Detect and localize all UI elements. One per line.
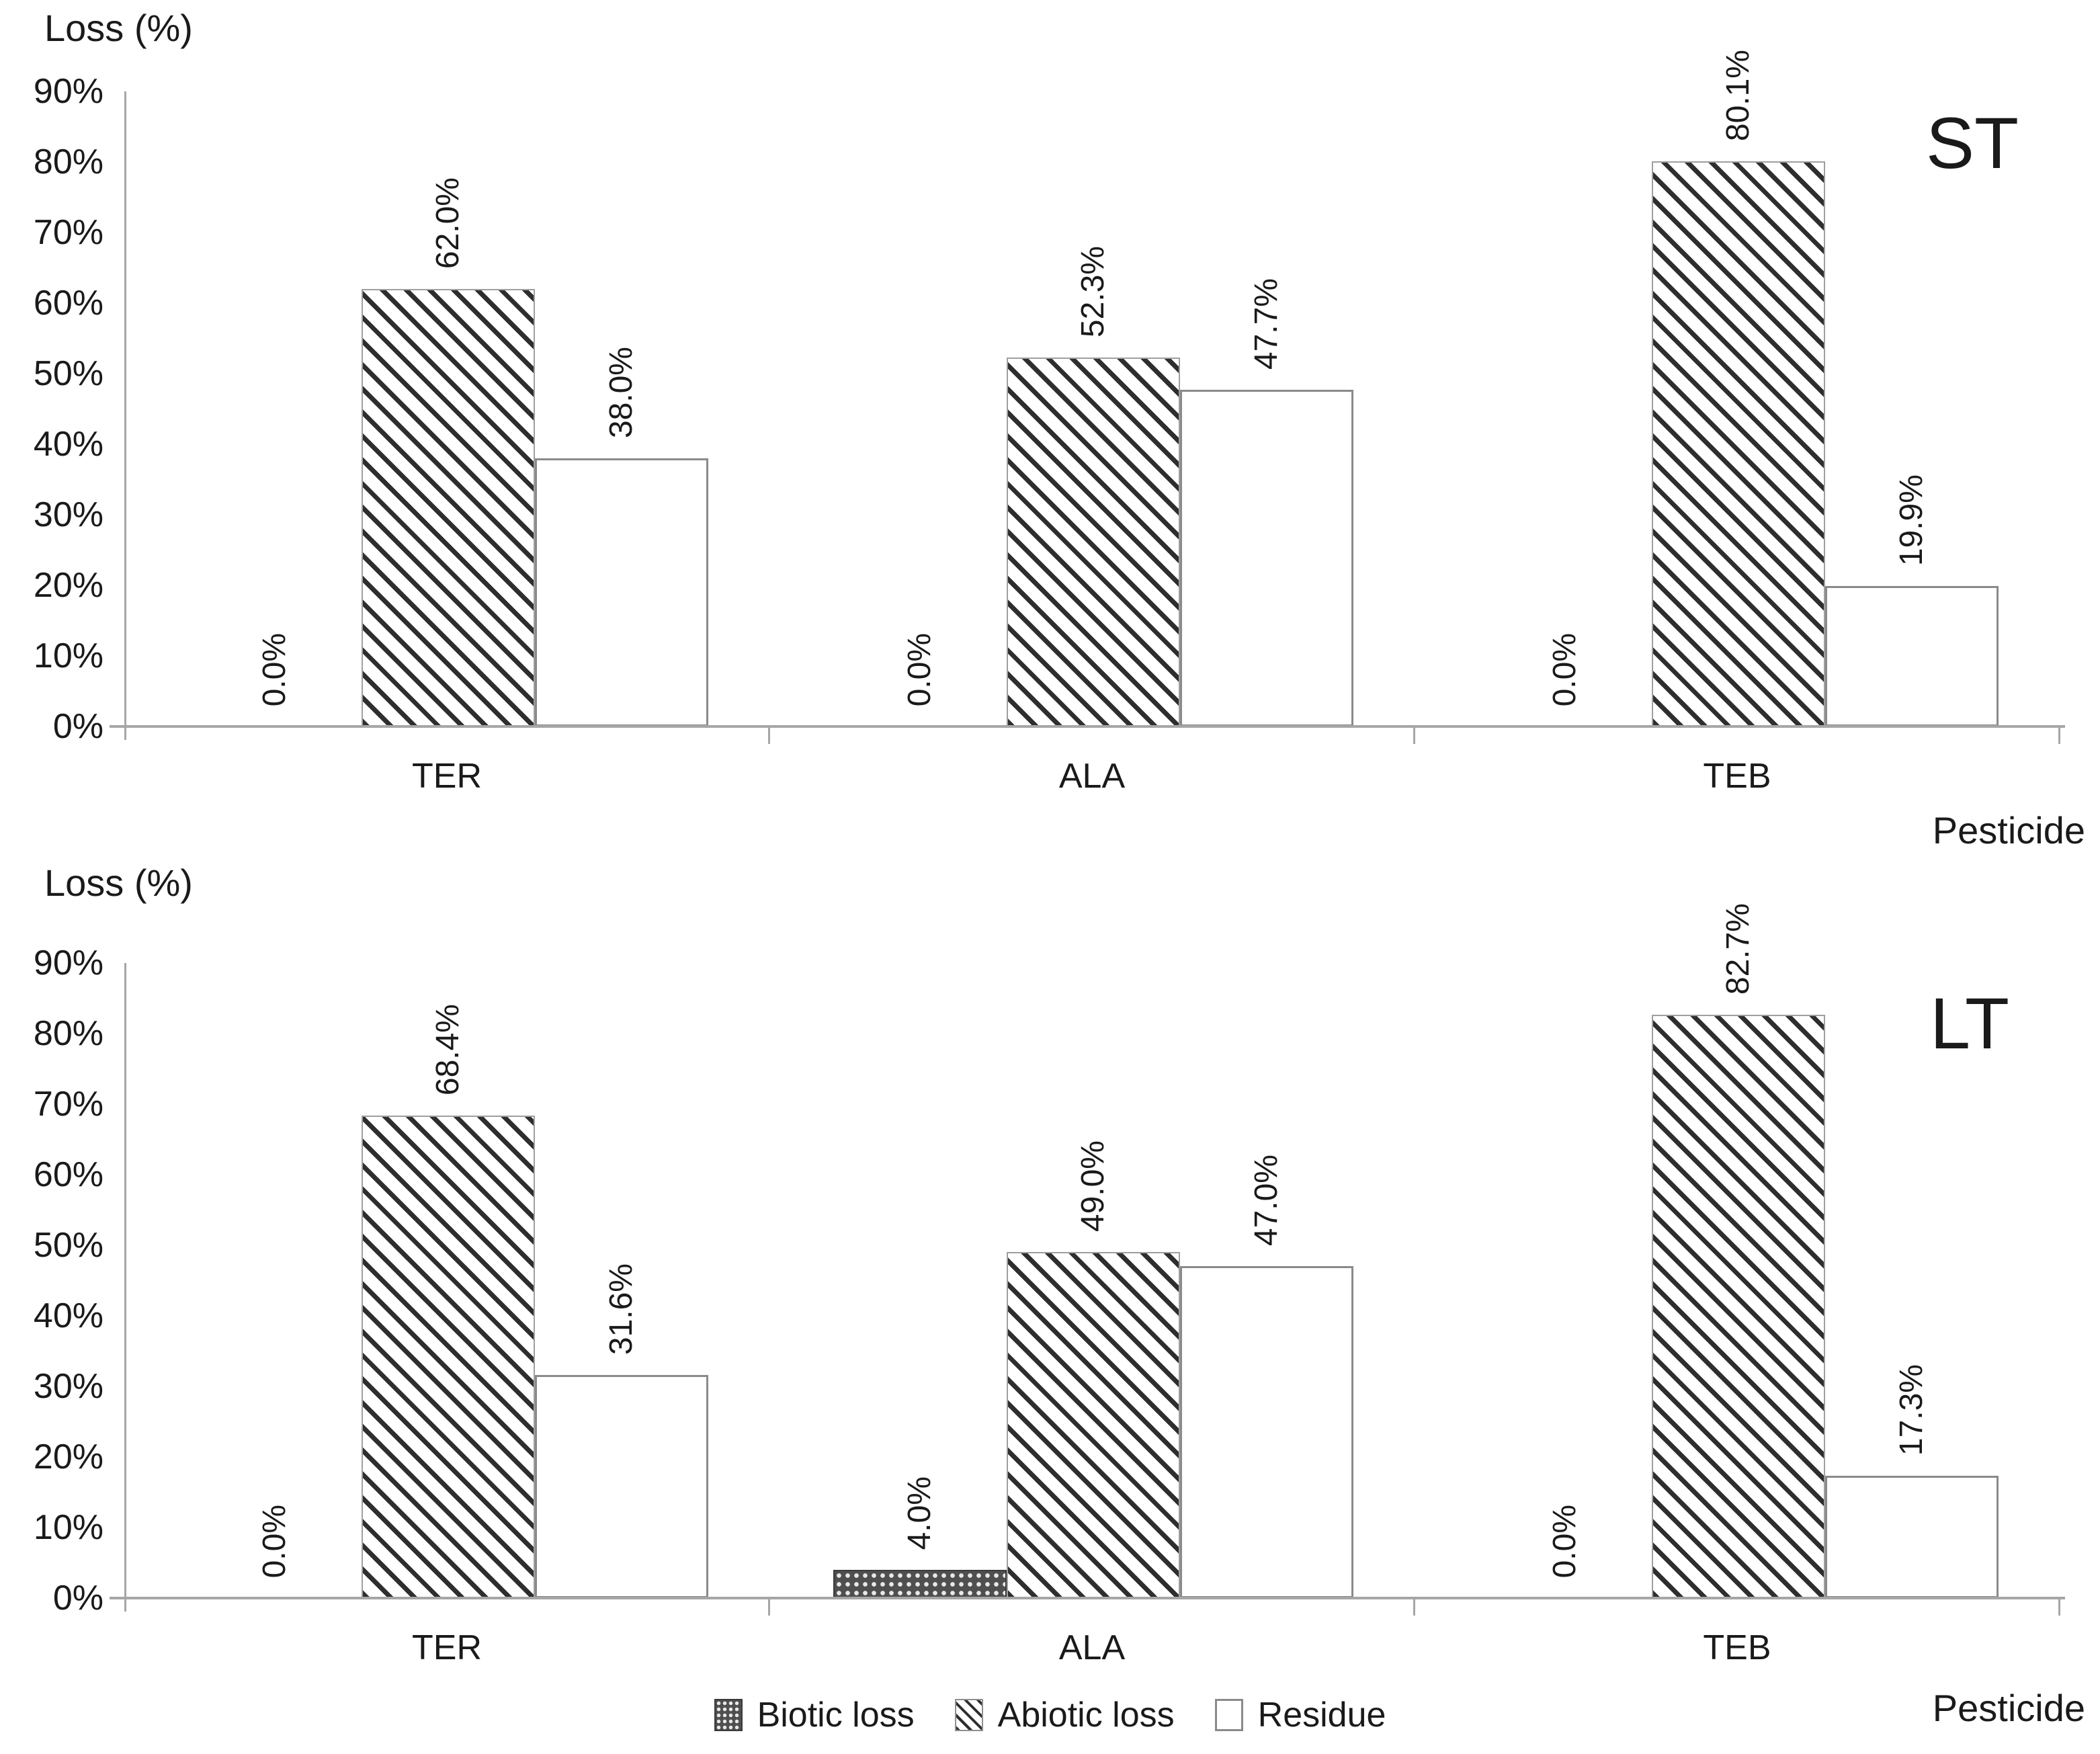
st-y-tick-label: 30% bbox=[33, 495, 103, 534]
lt-y-tick-label: 90% bbox=[33, 944, 103, 983]
st-x-axis-tick bbox=[1413, 725, 1415, 744]
lt-bar-abiotic-ter bbox=[362, 1116, 535, 1598]
lt-y-tick-label: 80% bbox=[33, 1014, 103, 1053]
lt-bar-value-label-biotic-ala: 4.0% bbox=[902, 1476, 937, 1550]
lt-y-axis-title: Loss (%) bbox=[44, 862, 193, 904]
legend: Biotic loss Abiotic loss Residue bbox=[0, 1687, 2100, 1743]
st-y-axis-title: Loss (%) bbox=[44, 7, 193, 49]
st-y-tick-label: 0% bbox=[52, 707, 103, 746]
st-y-tick-label: 20% bbox=[33, 566, 103, 605]
lt-bar-value-label-biotic-ter: 0.0% bbox=[257, 1504, 292, 1578]
legend-item-abiotic-loss: Abiotic loss bbox=[954, 1695, 1175, 1735]
lt-y-tick-label: 50% bbox=[33, 1226, 103, 1265]
lt-bar-abiotic-teb bbox=[1652, 1015, 1825, 1598]
st-panel-label: ST bbox=[1926, 102, 2019, 183]
lt-x-axis-tick bbox=[2058, 1597, 2060, 1616]
lt-category-label-ala: ALA bbox=[1058, 1628, 1126, 1667]
lt-y-axis bbox=[124, 963, 126, 1612]
st-bar-abiotic-ala bbox=[1007, 358, 1180, 726]
st-y-tick-label: 80% bbox=[33, 142, 103, 181]
lt-y-tick-label: 30% bbox=[33, 1367, 103, 1406]
st-y-tick-label: 60% bbox=[33, 284, 103, 323]
st-bar-residue-ala bbox=[1180, 390, 1353, 726]
st-y-tick-label: 50% bbox=[33, 354, 103, 393]
legend-swatch-biotic-loss bbox=[714, 1699, 743, 1731]
st-bar-residue-teb bbox=[1825, 586, 1999, 726]
legend-label-abiotic-loss: Abiotic loss bbox=[997, 1696, 1175, 1735]
lt-x-axis-tick bbox=[768, 1597, 770, 1616]
st-bar-residue-ter bbox=[535, 458, 708, 726]
st-y-tick-label: 70% bbox=[33, 213, 103, 252]
st-bar-value-label-residue-teb: 19.9% bbox=[1894, 474, 1929, 566]
lt-x-axis bbox=[110, 1597, 2065, 1599]
lt-bar-value-label-residue-ala: 47.0% bbox=[1249, 1154, 1284, 1246]
lt-panel-label: LT bbox=[1930, 983, 2010, 1064]
st-bar-value-label-abiotic-ala: 52.3% bbox=[1075, 245, 1111, 337]
st-bar-abiotic-teb bbox=[1652, 161, 1825, 726]
lt-bar-value-label-residue-teb: 17.3% bbox=[1894, 1364, 1929, 1456]
st-bar-abiotic-ter bbox=[362, 289, 535, 726]
st-bar-value-label-residue-ala: 47.7% bbox=[1249, 278, 1284, 370]
lt-bar-value-label-abiotic-ter: 68.4% bbox=[430, 1003, 466, 1095]
lt-y-tick-label: 10% bbox=[33, 1508, 103, 1547]
st-category-label-teb: TEB bbox=[1703, 757, 1771, 796]
st-y-tick-label: 40% bbox=[33, 425, 103, 464]
legend-swatch-residue bbox=[1214, 1699, 1243, 1731]
lt-x-axis-title: Pesticide bbox=[1932, 1687, 2085, 1729]
st-x-axis-title: Pesticide bbox=[1932, 809, 2085, 851]
st-bar-value-label-residue-ter: 38.0% bbox=[603, 346, 639, 438]
st-x-axis-tick bbox=[768, 725, 770, 744]
lt-x-axis-tick bbox=[1413, 1597, 1415, 1616]
lt-bar-value-label-residue-ter: 31.6% bbox=[603, 1263, 639, 1355]
lt-category-label-ter: TER bbox=[412, 1628, 482, 1667]
lt-bar-abiotic-ala bbox=[1007, 1252, 1180, 1598]
st-x-axis bbox=[110, 725, 2065, 728]
legend-item-biotic-loss: Biotic loss bbox=[714, 1695, 915, 1735]
st-bar-value-label-abiotic-teb: 80.1% bbox=[1720, 49, 1756, 141]
st-bar-value-label-biotic-teb: 0.0% bbox=[1547, 632, 1583, 706]
lt-y-tick-label: 70% bbox=[33, 1085, 103, 1124]
legend-swatch-abiotic-loss bbox=[954, 1699, 983, 1731]
lt-y-tick-label: 20% bbox=[33, 1437, 103, 1476]
st-y-tick-label: 90% bbox=[33, 72, 103, 111]
st-y-tick-label: 10% bbox=[33, 636, 103, 675]
st-bar-value-label-abiotic-ter: 62.0% bbox=[430, 177, 466, 269]
lt-y-tick-label: 40% bbox=[33, 1296, 103, 1335]
lt-bar-biotic-ala bbox=[833, 1570, 1007, 1598]
st-bar-value-label-biotic-ter: 0.0% bbox=[257, 632, 292, 706]
legend-label-residue: Residue bbox=[1257, 1696, 1386, 1735]
lt-y-tick-label: 60% bbox=[33, 1155, 103, 1194]
st-category-label-ala: ALA bbox=[1058, 757, 1126, 796]
st-bar-value-label-biotic-ala: 0.0% bbox=[902, 632, 937, 706]
st-category-label-ter: TER bbox=[412, 757, 482, 796]
lt-bar-residue-ala bbox=[1180, 1266, 1353, 1598]
st-y-axis bbox=[124, 91, 126, 740]
lt-bar-residue-ter bbox=[535, 1375, 708, 1598]
legend-label-biotic-loss: Biotic loss bbox=[757, 1696, 915, 1735]
legend-item-residue: Residue bbox=[1214, 1695, 1386, 1735]
lt-bar-value-label-abiotic-ala: 49.0% bbox=[1075, 1140, 1111, 1232]
st-x-axis-tick bbox=[2058, 725, 2060, 744]
lt-category-label-teb: TEB bbox=[1703, 1628, 1771, 1667]
lt-bar-value-label-abiotic-teb: 82.7% bbox=[1720, 903, 1756, 995]
lt-bar-residue-teb bbox=[1825, 1476, 1999, 1598]
lt-bar-value-label-biotic-teb: 0.0% bbox=[1547, 1504, 1583, 1578]
lt-y-tick-label: 0% bbox=[52, 1579, 103, 1618]
